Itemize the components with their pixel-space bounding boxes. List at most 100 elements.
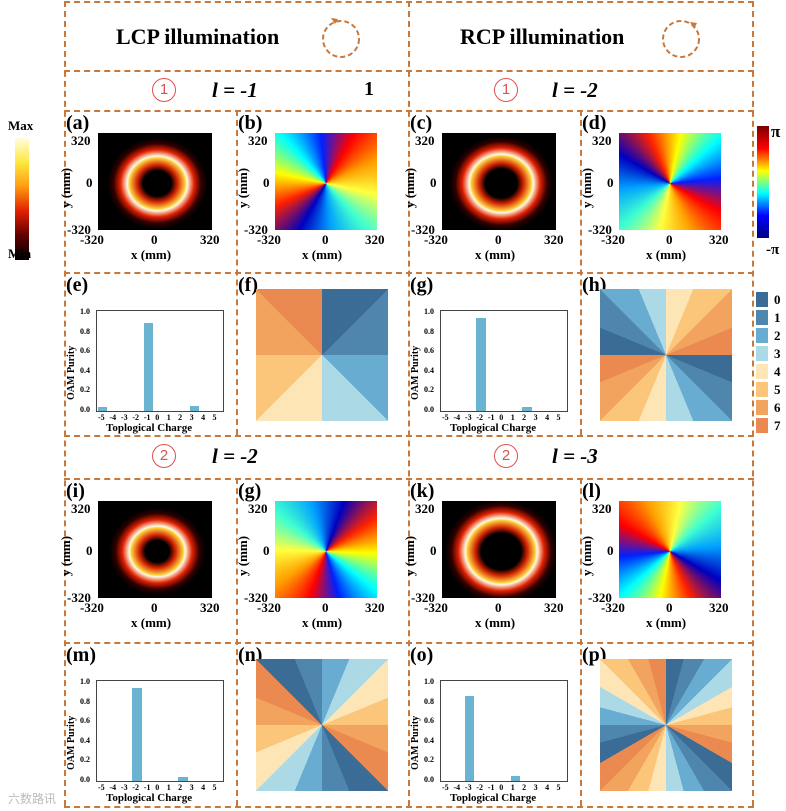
x-tick: 5 [212,413,217,422]
x-tick: 3 [533,783,538,792]
legend-swatch [756,310,768,325]
intensity-image [98,501,212,598]
bar-chart-plot [440,310,568,412]
x-tick: -3 [120,783,128,792]
y-tick: 320 [592,501,612,516]
y-tick: -320 [67,590,91,605]
x-tick: 0 [322,232,329,247]
y-tick: 0.2 [80,755,90,765]
x-tick: 0 [499,783,504,792]
y-tick: 0.0 [80,775,90,784]
legend-label: 3 [774,346,781,361]
x-tick: 2 [178,783,183,792]
x-tick: -1 [143,413,151,422]
y-tick: 0.0 [424,775,434,784]
y-tick: 0.4 [80,365,90,375]
x-axis-label: x (mm) [131,247,172,262]
y-axis-label: OAM Purity [410,715,421,770]
x-tick: 3 [189,413,194,422]
y-tick: 0 [263,175,270,190]
y-tick: 0.6 [424,716,434,726]
x-tick: -2 [132,783,140,792]
y-tick: 0.8 [80,326,90,336]
y-axis-label: y (mm) [58,535,73,576]
topological-charge-label: l = -1 [212,78,258,102]
y-axis-label: y (mm) [402,535,417,576]
y-tick: 0.8 [424,326,434,336]
x-tick: 5 [556,783,561,792]
watermark: 六数路讯 [8,792,57,806]
x-axis-label: Toplogical Charge [106,792,193,804]
x-axis-label: x (mm) [131,615,172,630]
x-tick: 320 [200,600,220,615]
topological-charge-label: l = -2 [212,444,258,468]
phase-colorbar [757,126,769,238]
y-tick: 320 [415,133,435,148]
y-tick: 0.8 [424,696,434,706]
x-tick: -4 [109,783,117,792]
y-axis-label: y (mm) [58,167,73,208]
legend-label: 2 [774,328,781,343]
legend-swatch [756,400,768,415]
x-tick: 2 [522,783,527,792]
x-tick: 320 [365,600,385,615]
y-axis-label: OAM Purity [410,345,421,400]
x-tick: 0 [151,600,158,615]
legend-swatch [756,328,768,343]
x-axis-label: Toplogical Charge [450,422,537,434]
x-tick: -1 [487,413,495,422]
x-tick: 0 [666,600,673,615]
bar-chart-plot [96,680,224,782]
y-tick: -320 [588,222,612,237]
phase-pattern [600,289,732,421]
y-tick: 0.4 [424,365,434,375]
bar [189,406,200,411]
panel-label: (a) [66,112,90,134]
bar [476,317,486,411]
y-tick: -320 [588,590,612,605]
x-tick: 0 [666,232,673,247]
legend-swatch [756,346,768,361]
panel-label: (g) [238,480,262,502]
y-tick: 0 [86,175,93,190]
rcp-title: RCP illumination [460,24,625,49]
phase-map [275,501,377,598]
y-tick: 320 [248,133,268,148]
y-tick: 0.2 [80,385,90,395]
lcp-title: LCP illumination [116,24,280,49]
y-axis-label: y (mm) [402,167,417,208]
topological-charge-label: l = -3 [552,444,598,468]
bar [143,322,154,411]
y-tick: 1.0 [80,677,90,686]
y-tick: -320 [244,590,268,605]
y-tick: 0 [263,543,270,558]
x-tick: 2 [522,413,527,422]
panel-label: (l) [582,480,601,502]
colorbar-max-label: Max [8,118,34,133]
intensity-image [442,133,556,230]
x-tick: 320 [365,232,385,247]
x-tick: -5 [442,413,449,422]
legend-swatch [756,292,768,307]
x-tick: 5 [212,783,217,792]
panel-label: (i) [66,480,85,502]
y-tick: 320 [71,133,91,148]
x-tick: 4 [545,783,550,792]
x-tick: 0 [155,783,160,792]
x-tick: -4 [109,413,117,422]
panel-label: (d) [582,112,607,134]
y-tick: 0.6 [424,346,434,356]
panel-label: (k) [410,480,435,502]
legend-label: 1 [774,310,781,325]
phase-max-label: π [771,122,781,141]
phase-map [619,133,721,230]
y-tick: 0.4 [424,735,434,745]
x-tick: 0 [495,232,502,247]
y-axis-label: y (mm) [235,167,250,208]
phase-map [275,133,377,230]
x-tick: -320 [424,232,448,247]
legend-swatch [756,364,768,379]
phase-pattern [256,289,388,421]
phase-map [619,501,721,598]
